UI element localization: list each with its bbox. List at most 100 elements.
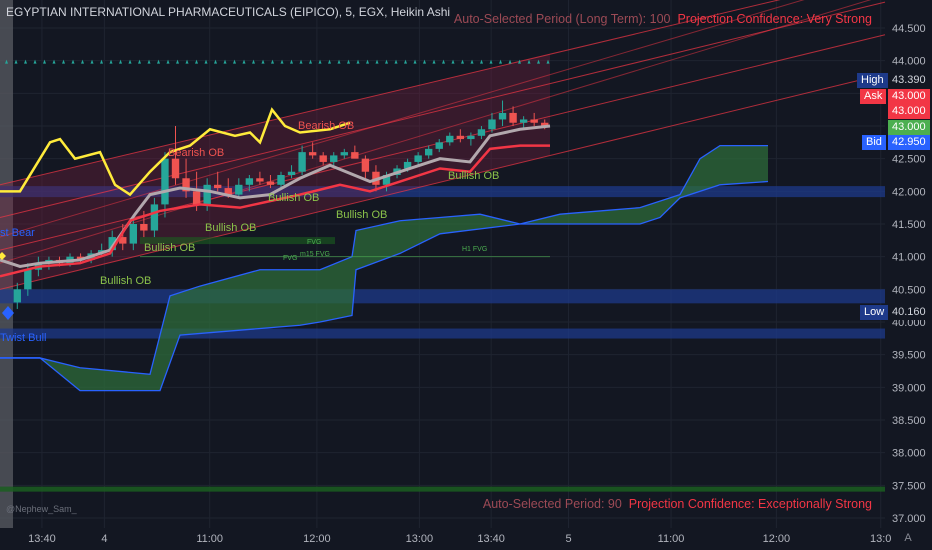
signal-marker <box>204 59 208 64</box>
signal-marker <box>347 59 350 64</box>
candle-body <box>308 152 317 156</box>
signal-marker <box>261 59 265 64</box>
last-green-value: 43.000 <box>888 120 930 135</box>
y-tick-label: 41.000 <box>892 252 926 264</box>
projection-channel-fill <box>0 54 550 290</box>
candle-body <box>192 191 201 205</box>
fvg-h1-label: H1 FVG <box>462 246 487 253</box>
signal-marker <box>432 59 436 64</box>
candle-body <box>203 184 211 205</box>
top-annotation: Auto-Selected Period (Long Term): 100 Pr… <box>454 12 872 26</box>
top-confidence-text: Projection Confidence: Very Strong <box>677 12 872 26</box>
auto-scale-button[interactable]: A <box>904 532 912 544</box>
candle-body <box>171 158 180 179</box>
candle-body <box>446 135 454 143</box>
x-tick-label: 13:0 <box>870 533 891 545</box>
candle-body <box>287 171 296 175</box>
support-band <box>0 289 885 304</box>
channel-line <box>0 73 886 290</box>
bid-value: 42.950 <box>888 135 930 150</box>
candle-body <box>330 155 338 162</box>
candle-body <box>351 152 359 159</box>
signal-marker <box>109 59 113 64</box>
moving-average-red <box>0 144 550 278</box>
candle-body <box>509 112 517 123</box>
signal-marker <box>214 59 217 64</box>
signal-marker <box>480 59 483 64</box>
signal-marker <box>423 59 426 64</box>
signal-marker <box>442 59 445 64</box>
x-tick-label: 4 <box>101 533 107 545</box>
high-label: High <box>857 73 888 88</box>
credit-text: @Nephew_Sam_ <box>6 504 77 514</box>
x-tick-label: 12:00 <box>763 533 791 545</box>
cloud-fill <box>0 145 768 391</box>
x-tick-label: 13:40 <box>28 533 56 545</box>
signal-marker <box>337 59 341 64</box>
signal-marker <box>33 59 37 64</box>
channel-line <box>0 0 781 186</box>
signal-marker <box>223 59 227 64</box>
signal-marker <box>252 59 255 64</box>
candle-body <box>266 181 275 185</box>
candle-body <box>488 119 496 130</box>
candle-body <box>519 119 528 123</box>
candle-body <box>424 148 433 156</box>
channel-line-outer <box>0 0 805 238</box>
y-tick-label: 41.500 <box>892 219 926 231</box>
top-period-text: Auto-Selected Period (Long Term): 100 <box>453 12 671 26</box>
candle-body <box>224 188 232 195</box>
y-tick-label: 42.000 <box>892 186 926 198</box>
signal-marker <box>5 59 8 64</box>
bullish-ob-2-label: Bullish OB <box>205 222 256 234</box>
candle-body <box>456 135 465 140</box>
y-tick-label: 39.000 <box>892 382 926 394</box>
candle-body <box>214 184 222 189</box>
signal-marker <box>413 59 417 64</box>
x-tick-label: 12:00 <box>303 533 331 545</box>
signal-marker <box>318 59 322 64</box>
bottom-period-text: Auto-Selected Period: 90 <box>482 497 622 511</box>
candle-body <box>361 158 370 172</box>
session-shade <box>0 0 13 528</box>
candle-body <box>340 152 348 156</box>
signal-marker <box>366 59 369 64</box>
signal-marker <box>176 59 179 64</box>
bull-tag-label: Twist Bull <box>0 332 46 344</box>
x-tick-label: 11:00 <box>196 533 223 545</box>
y-tick-label: 38.500 <box>892 415 926 427</box>
low-value: 40.160 <box>888 305 930 320</box>
bear-tag-label: st Bear <box>0 227 35 239</box>
y-tick-label: 40.500 <box>892 284 926 296</box>
x-tick-label: 11:00 <box>658 533 685 545</box>
fvg-zone <box>140 237 335 245</box>
signal-marker <box>461 59 464 64</box>
bullish-ob-5-label: Bullish OB <box>448 170 499 182</box>
x-tick-label: 13:40 <box>477 533 505 545</box>
signal-marker <box>518 59 521 64</box>
candle-body <box>161 158 169 205</box>
y-tick-label: 42.500 <box>892 154 926 166</box>
signal-marker <box>537 59 540 64</box>
bottom-band <box>0 486 885 492</box>
signal-marker <box>62 59 65 64</box>
ask-value: 43.000 <box>888 89 930 104</box>
moving-average-gray <box>0 124 551 269</box>
signal-marker <box>157 59 160 64</box>
signal-marker <box>166 59 170 64</box>
fvg-2-label: FVG <box>283 255 297 262</box>
candle-body <box>498 112 507 120</box>
bear-diamond-marker <box>0 252 6 260</box>
candle-body <box>467 135 475 140</box>
signal-marker <box>271 59 274 64</box>
y-tick-label: 38.000 <box>892 448 926 460</box>
signal-marker <box>24 59 27 64</box>
signal-marker <box>546 59 550 64</box>
y-tick-label: 44.500 <box>892 23 926 35</box>
signal-marker <box>299 59 303 64</box>
signal-marker <box>451 59 455 64</box>
signal-marker <box>470 59 474 64</box>
signal-marker <box>90 59 94 64</box>
candle-body <box>403 161 412 169</box>
